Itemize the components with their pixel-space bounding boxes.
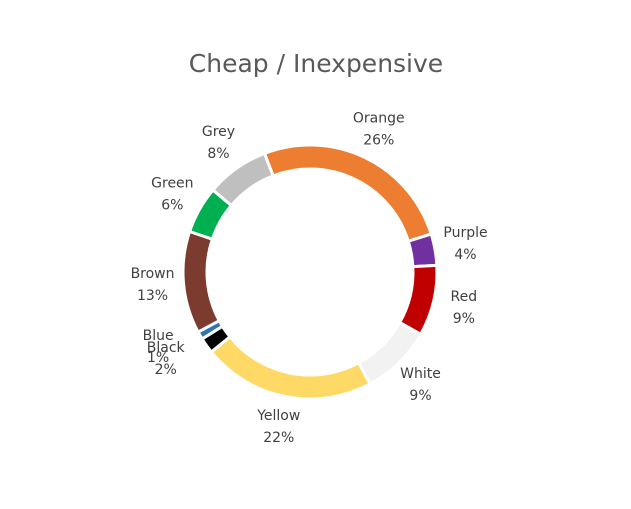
- donut-segment: [406, 232, 439, 269]
- value-label: 6%: [161, 197, 183, 213]
- value-label: 8%: [207, 146, 229, 162]
- category-label: Yellow: [256, 408, 300, 424]
- category-label: Orange: [353, 111, 405, 127]
- value-label: 1%: [147, 350, 169, 366]
- category-label: Purple: [443, 225, 487, 241]
- value-label: 26%: [363, 133, 394, 149]
- chart-title: Cheap / Inexpensive: [189, 49, 443, 78]
- category-label: White: [400, 366, 441, 382]
- category-label: Black: [147, 340, 186, 356]
- value-label: 9%: [409, 388, 431, 404]
- value-label: 4%: [454, 247, 476, 263]
- value-label: 22%: [263, 430, 294, 446]
- value-label: 13%: [137, 288, 168, 304]
- donut-segment: [210, 151, 276, 208]
- value-label: 9%: [453, 311, 475, 327]
- category-label: Red: [451, 289, 478, 305]
- category-label: Brown: [131, 266, 175, 282]
- category-label: Green: [151, 175, 193, 191]
- category-label: Blue: [143, 328, 174, 344]
- category-label: Grey: [202, 124, 235, 140]
- value-label: 2%: [155, 362, 177, 378]
